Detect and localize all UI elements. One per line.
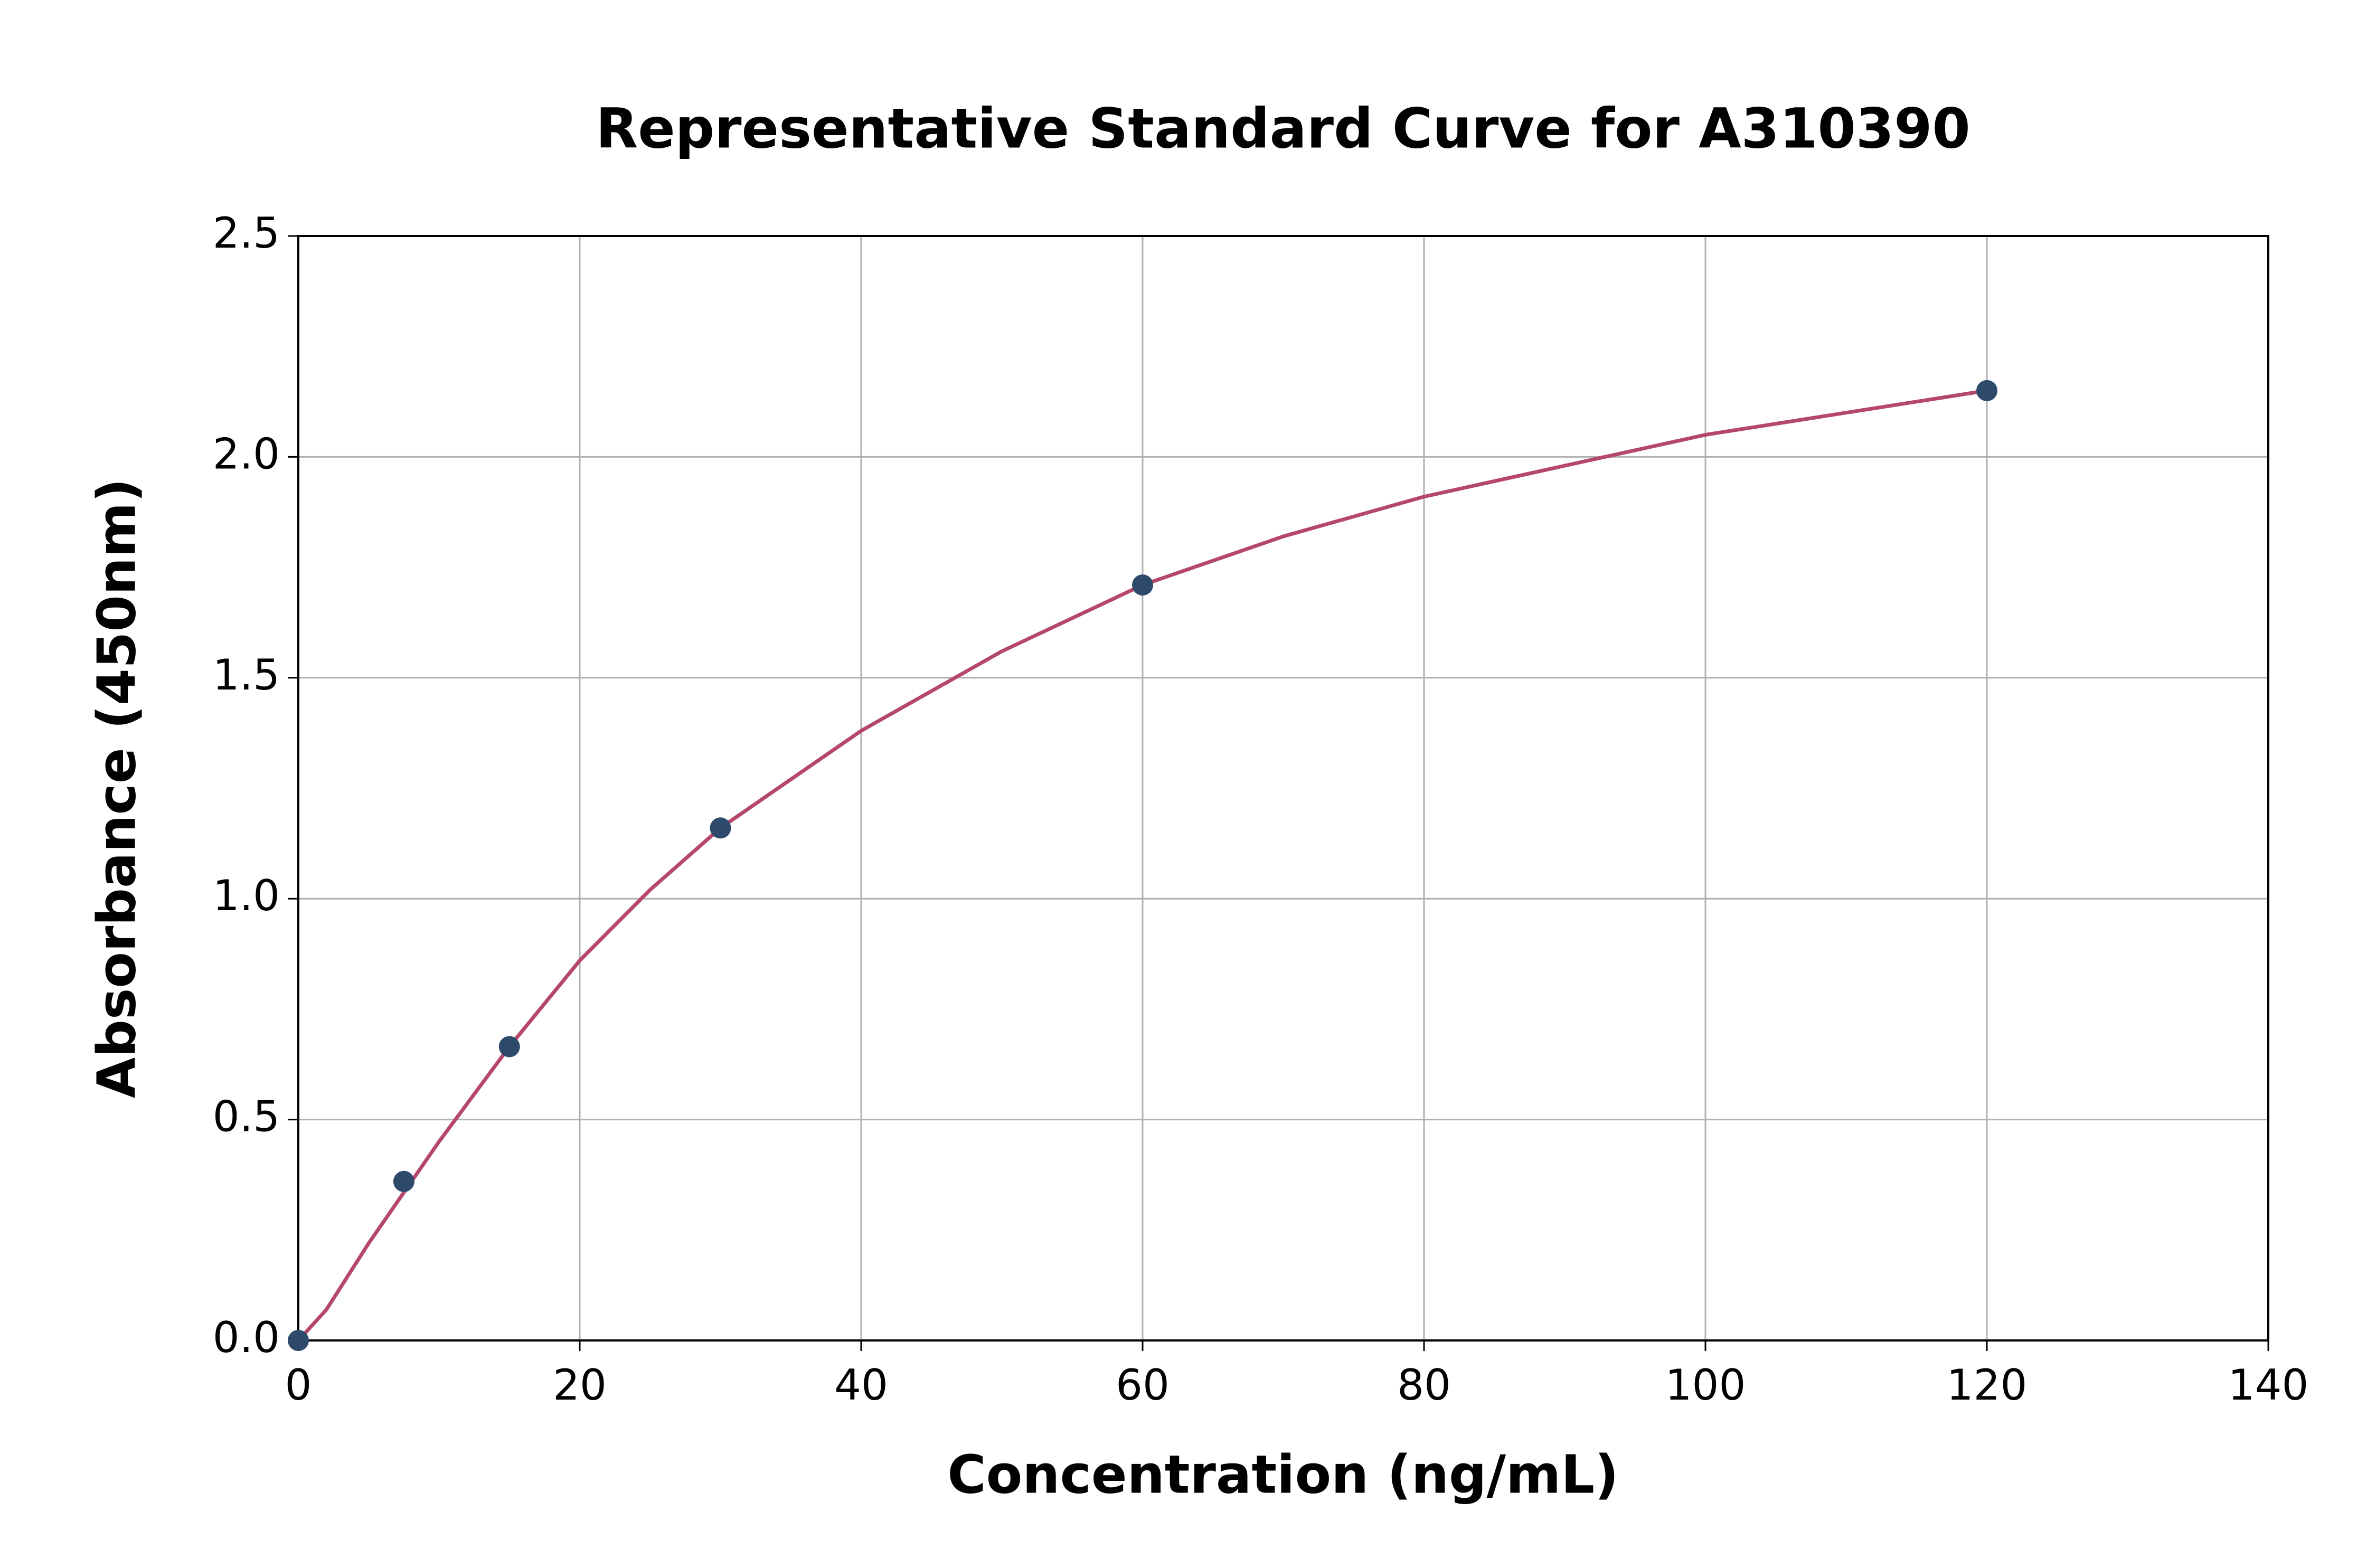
x-tick-label: 100 bbox=[1665, 1361, 1746, 1410]
chart-title: Representative Standard Curve for A31039… bbox=[596, 96, 1970, 160]
y-axis-label: Absorbance (450nm) bbox=[86, 478, 147, 1098]
x-tick-label: 120 bbox=[1947, 1361, 2028, 1410]
data-point bbox=[1132, 574, 1153, 596]
data-point bbox=[393, 1170, 414, 1192]
y-tick-label: 1.5 bbox=[213, 650, 280, 700]
y-tick-label: 1.0 bbox=[213, 871, 280, 920]
y-tick-label: 0.0 bbox=[213, 1313, 280, 1362]
x-tick-label: 140 bbox=[2228, 1361, 2309, 1410]
y-tick-label: 2.5 bbox=[213, 209, 280, 258]
x-axis-label: Concentration (ng/mL) bbox=[947, 1443, 1619, 1505]
x-tick-label: 20 bbox=[553, 1361, 607, 1410]
fit-curve bbox=[297, 389, 1987, 1342]
data-point bbox=[498, 1036, 520, 1057]
data-point bbox=[1976, 380, 1997, 401]
x-tick-label: 40 bbox=[834, 1361, 888, 1410]
plot-frame bbox=[297, 235, 2269, 1342]
x-tick-label: 80 bbox=[1397, 1361, 1451, 1410]
data-point bbox=[288, 1330, 309, 1351]
x-tick-label: 60 bbox=[1116, 1361, 1170, 1410]
y-tick-label: 0.5 bbox=[213, 1092, 280, 1141]
data-point bbox=[710, 817, 731, 839]
x-tick-label: 0 bbox=[285, 1361, 312, 1410]
y-tick-label: 2.0 bbox=[213, 429, 280, 478]
